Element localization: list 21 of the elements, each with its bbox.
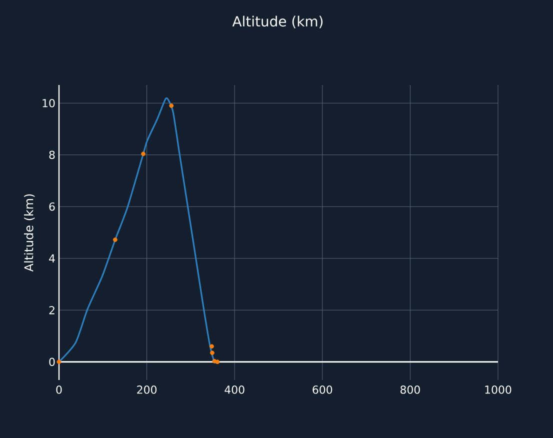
point bbox=[210, 344, 214, 349]
y-tick-label: 8 bbox=[49, 150, 55, 160]
x-tick-label: 600 bbox=[312, 386, 332, 394]
point bbox=[169, 104, 174, 108]
chart-title: Altitude (km) bbox=[232, 16, 323, 28]
y-tick-label: 2 bbox=[49, 306, 54, 314]
y-tick-label: 10 bbox=[42, 98, 55, 108]
y-axis-title: Altitude (km) bbox=[24, 194, 35, 272]
point bbox=[141, 152, 146, 156]
point bbox=[56, 360, 62, 364]
x-tick-label: 1000 bbox=[485, 386, 512, 394]
x-tick-label: 400 bbox=[224, 386, 244, 394]
y-tick-label: 0 bbox=[49, 358, 55, 366]
y-tick-label: 6 bbox=[49, 202, 55, 211]
x-tick-label: 200 bbox=[137, 386, 157, 394]
point bbox=[210, 350, 214, 356]
point bbox=[215, 360, 220, 364]
y-tick-label: 4 bbox=[49, 254, 55, 262]
x-tick-label: 800 bbox=[400, 386, 420, 394]
point bbox=[113, 238, 118, 242]
x-tick-label: 0 bbox=[56, 386, 62, 394]
